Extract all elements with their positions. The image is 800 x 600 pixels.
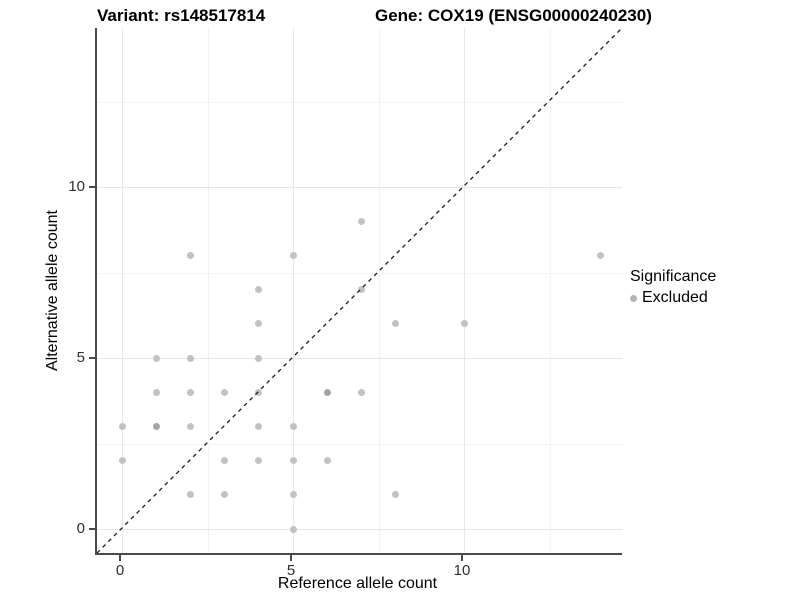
legend-title: Significance	[630, 268, 717, 285]
data-point	[289, 251, 297, 259]
data-point	[118, 457, 126, 465]
data-point	[255, 320, 263, 328]
y-tick-label: 10	[68, 178, 85, 195]
data-point	[357, 217, 365, 225]
data-point	[392, 491, 400, 499]
y-minor-gridline	[97, 272, 622, 274]
y-tick-label: 5	[76, 349, 85, 366]
y-major-gridline	[97, 187, 622, 188]
data-point	[255, 422, 263, 430]
y-tick-mark	[89, 186, 95, 188]
y-minor-gridline	[97, 443, 622, 445]
data-point	[152, 354, 160, 362]
data-point	[323, 457, 331, 465]
x-tick-label: 10	[453, 562, 471, 579]
data-point	[289, 525, 297, 533]
x-minor-gridline	[378, 28, 380, 553]
data-point	[186, 388, 194, 396]
data-point	[255, 354, 263, 362]
data-point	[289, 491, 297, 499]
data-point	[152, 422, 160, 430]
data-point	[255, 457, 263, 465]
x-tick-label: 0	[115, 562, 125, 579]
data-point	[460, 320, 468, 328]
data-point	[597, 251, 605, 259]
x-tick-mark	[461, 555, 463, 561]
y-tick-mark	[89, 528, 95, 530]
gene-title: Gene: COX19 (ENSG00000240230)	[375, 6, 652, 25]
y-minor-gridline	[97, 101, 622, 103]
plot-panel	[95, 28, 622, 555]
x-minor-gridline	[549, 28, 551, 553]
legend-point-icon	[630, 294, 637, 302]
data-point	[255, 286, 263, 294]
y-axis-title: Alternative allele count	[44, 210, 61, 371]
data-point	[357, 388, 365, 396]
data-point	[186, 491, 194, 499]
x-major-gridline	[293, 28, 294, 553]
x-tick-mark	[290, 555, 292, 561]
data-point	[221, 388, 229, 396]
y-tick-label: 0	[76, 520, 85, 537]
x-minor-gridline	[207, 28, 209, 553]
variant-title: Variant: rs148517814	[97, 6, 266, 25]
data-point	[118, 422, 126, 430]
x-tick-label: 5	[286, 562, 296, 579]
x-tick-mark	[119, 555, 121, 561]
data-point	[221, 457, 229, 465]
data-point	[186, 422, 194, 430]
legend-item-label: Excluded	[642, 289, 708, 306]
y-tick-mark	[89, 357, 95, 359]
data-point	[186, 251, 194, 259]
x-major-gridline	[122, 28, 123, 553]
data-point	[255, 388, 263, 396]
data-point	[152, 388, 160, 396]
data-point	[357, 286, 365, 294]
y-major-gridline	[97, 358, 622, 359]
legend-item-excluded: Excluded	[630, 289, 716, 307]
data-point	[392, 320, 400, 328]
x-major-gridline	[464, 28, 465, 553]
y-major-gridline	[97, 529, 622, 530]
legend: Significance Excluded	[630, 268, 716, 307]
data-point	[289, 422, 297, 430]
data-point	[289, 457, 297, 465]
data-point	[221, 491, 229, 499]
x-axis-title: Reference allele count	[277, 575, 438, 592]
data-point	[186, 354, 194, 362]
data-point	[323, 388, 331, 396]
